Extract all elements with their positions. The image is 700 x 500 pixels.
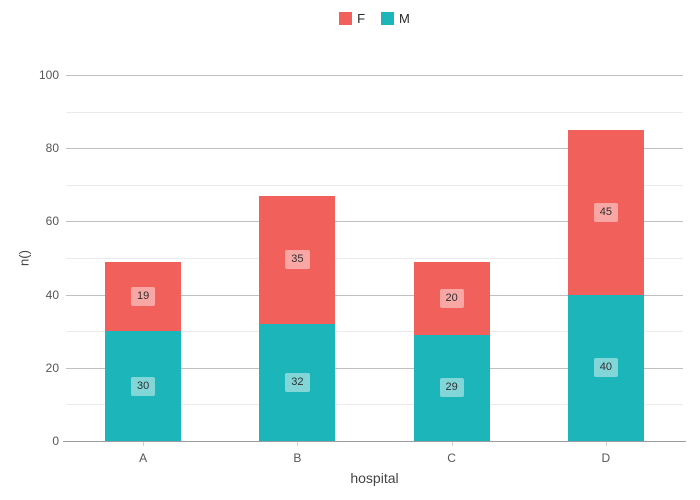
gridline-major [66,221,683,223]
x-tick-mark [451,442,453,446]
legend-label: F [357,11,366,26]
bar-segment-c-m: 29 [413,334,490,441]
bar-segment-d-m: 40 [567,294,644,441]
legend-swatch-f [339,12,353,25]
bar-value-label: 40 [593,358,618,378]
bar-value-label: 30 [131,376,156,396]
gridline-minor [66,404,683,406]
bar-segment-a-m: 30 [105,331,182,441]
bar-c: 20 29 [413,261,490,441]
gridline-major [66,294,683,296]
gridline-minor [66,184,683,186]
bar-segment-b-m: 32 [259,323,336,441]
bar-b: 35 32 [259,195,336,441]
bar-value-label: 29 [439,378,464,398]
x-tick-label-c: C [447,451,456,465]
x-axis-title: hospital [350,470,399,486]
legend-item-m[interactable]: M [381,12,410,25]
bar-d: 45 40 [567,129,644,441]
legend-item-f[interactable]: F [339,12,365,25]
legend-label: M [399,11,410,26]
x-tick-mark [297,442,299,446]
bar-a: 19 30 [105,261,182,441]
gridline-major [66,75,683,76]
x-tick-label-d: D [601,451,611,465]
y-tick-label: 100 [38,68,59,82]
gridline-minor [66,331,683,333]
bar-value-label: 35 [285,250,310,270]
bar-value-label: 19 [131,286,156,306]
gridline-major [66,148,683,150]
bar-value-label: 20 [439,288,464,308]
legend-swatch-m [381,12,395,25]
y-tick-label: 0 [52,434,59,448]
plot-area: 0 20 40 60 80 100 19 30 A 35 32 B 20 29 C 45 40 D [39,68,686,465]
x-axis-line [63,441,686,442]
bar-segment-c-f: 20 [413,261,490,335]
x-tick-mark [605,442,607,446]
bar-value-label: 45 [593,202,618,222]
y-tick-label: 20 [45,360,59,375]
bar-segment-b-f: 35 [259,195,336,324]
bar-value-label: 32 [285,372,310,392]
gridline-minor [66,258,683,259]
y-tick-label: 80 [45,141,59,156]
x-tick-mark [143,442,145,446]
bar-segment-a-f: 19 [105,261,182,332]
x-tick-label-b: B [293,451,302,465]
x-tick-label-a: A [139,451,148,465]
gridline-minor [66,111,683,113]
y-tick-label: 60 [45,214,59,229]
y-tick-label: 40 [45,287,59,302]
bar-segment-d-f: 45 [567,129,644,295]
gridline-major [66,367,683,369]
y-axis-title: n() [16,250,32,266]
